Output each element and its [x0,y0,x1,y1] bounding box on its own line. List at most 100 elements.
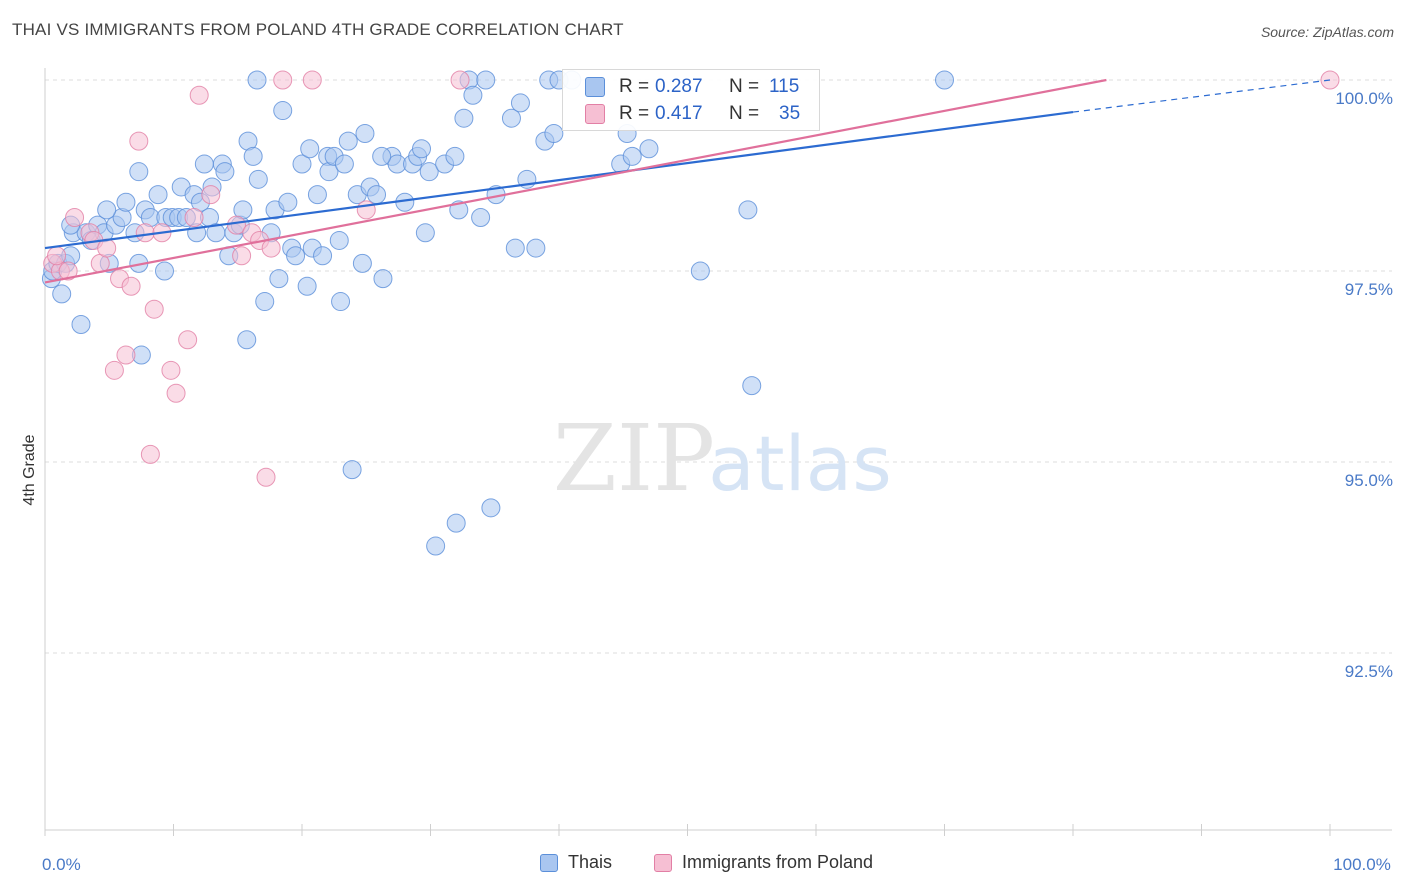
point-poland [356,200,376,220]
point-thais [426,536,446,556]
x-tick-label: 100.0% [1333,855,1391,874]
chart-title: THAI VS IMMIGRANTS FROM POLAND 4TH GRADE… [12,20,624,39]
y-tick-label: 95.0% [1345,471,1393,490]
y-tick-label: 97.5% [1345,280,1393,299]
point-thais [215,162,235,182]
point-thais [412,139,432,159]
point-thais [544,123,564,143]
point-thais [342,460,362,480]
point-poland [121,276,141,296]
point-thais [639,139,659,159]
point-thais [286,246,306,266]
point-thais [331,292,351,312]
stats-row-thais: R = 0.287 N = 115 [585,74,799,100]
point-thais [292,154,312,174]
source-label: Source: ZipAtlas.com [1260,24,1394,40]
legend-swatch-poland [654,853,672,872]
legend-label-poland: Immigrants from Poland [682,852,874,872]
n-value: 115 [769,76,800,97]
point-thais [194,154,214,174]
y-axis-label: 4th Grade [21,434,38,505]
r-value: 0.287 [655,76,703,97]
point-poland [58,261,78,281]
point-poland [256,467,276,487]
point-poland [302,70,322,90]
point-poland [189,85,209,105]
point-poland [116,345,136,365]
point-thais [269,269,289,289]
point-thais [481,498,501,518]
point-thais [373,269,393,289]
point-poland [166,383,186,403]
point-poland [104,360,124,380]
point-thais [338,131,358,151]
point-thais [300,139,320,159]
legend-label-thais: Thais [568,852,613,872]
point-thais [307,185,327,205]
point-poland [273,70,293,90]
point-thais [247,70,267,90]
point-thais [505,238,525,258]
point-thais [129,162,149,182]
watermark-atlas: atlas [708,419,892,508]
point-thais [334,154,354,174]
point-poland [450,70,470,90]
point-poland [129,131,149,151]
point-poland [261,238,281,258]
legend: Thais Immigrants from Poland [0,850,1406,878]
point-thais [148,185,168,205]
point-thais [248,169,268,189]
point-thais [471,208,491,228]
point-thais [446,513,466,533]
trend-line-thais [44,110,1074,250]
point-poland [226,215,246,235]
trend-line-poland [44,78,1107,284]
legend-item-thais[interactable]: Thais [540,852,612,873]
point-thais [415,223,435,243]
point-thais [273,101,293,121]
point-thais [329,230,349,250]
point-thais [454,108,474,128]
point-thais [445,146,465,166]
point-thais [243,146,263,166]
gridlines [45,79,1392,654]
point-poland [184,208,204,228]
point-thais [419,162,439,182]
point-thais [742,376,762,396]
watermark-zip: ZIP [553,405,715,512]
point-poland [232,246,252,266]
stats-row-poland: R = 0.417 N = 35 [585,101,800,127]
x-tick-label: 0.0% [42,855,81,874]
point-thais [501,108,521,128]
point-thais [622,146,642,166]
point-thais [116,192,136,212]
point-thais [52,284,72,304]
point-poland [65,208,85,228]
point-poland [201,185,221,205]
point-poland [178,330,198,350]
y-tick-label: 100.0% [1335,89,1393,108]
point-thais [690,261,710,281]
watermark: ZIP atlas [553,405,892,512]
point-thais [476,70,496,90]
point-poland [140,444,160,464]
point-poland [135,223,155,243]
axes [44,68,1392,836]
trend-lines [44,78,1331,284]
stats-box: R = 0.287 N = 115 R = 0.417 N = 35 [562,69,820,131]
stats-swatch-poland [585,104,605,124]
point-thais [372,146,392,166]
legend-swatch-thais [540,853,558,872]
r-label: R = [619,103,650,124]
point-poland [144,299,164,319]
point-thais [463,85,483,105]
n-value: 35 [779,103,801,124]
legend-item-poland[interactable]: Immigrants from Poland [654,852,873,873]
trend-line-thais-extension [1072,79,1331,113]
point-poland [47,246,67,266]
n-label: N = [729,103,760,124]
point-thais [71,314,91,334]
point-thais [237,330,257,350]
r-value: 0.417 [655,103,703,124]
